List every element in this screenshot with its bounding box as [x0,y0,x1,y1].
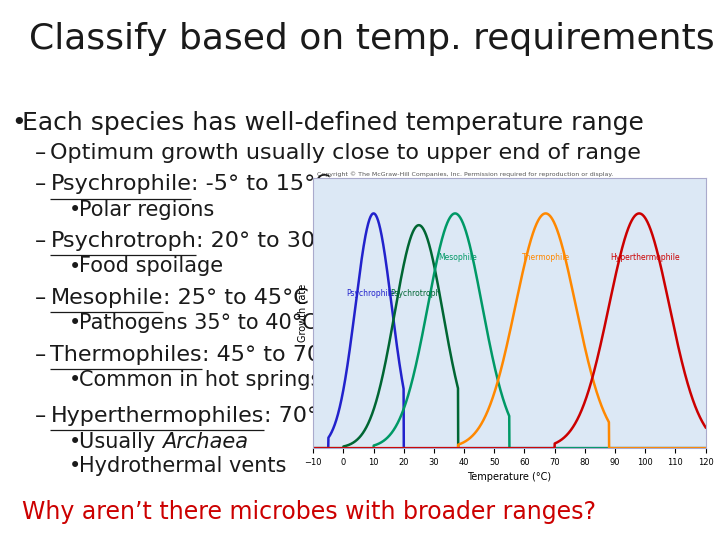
Text: –: – [35,231,46,251]
Text: Psychrophile: Psychrophile [50,174,192,194]
Text: Psychrophile: Psychrophile [346,288,395,298]
Text: : -5° to 15°C: : -5° to 15°C [192,174,331,194]
Text: –: – [35,406,46,426]
Text: –: – [35,143,46,163]
Text: Hyperthermophile: Hyperthermophile [611,253,680,262]
Text: –: – [35,174,46,194]
Text: : 20° to 30°C: : 20° to 30°C [197,231,342,251]
Text: •: • [11,111,25,134]
Text: Food spoilage: Food spoilage [79,256,223,276]
Text: : 45° to 70°C: : 45° to 70°C [202,345,348,364]
Text: Polar regions: Polar regions [79,200,215,220]
Text: Mesophile: Mesophile [438,253,477,262]
Text: •: • [68,200,81,220]
Text: Psychrotroph: Psychrotroph [391,288,441,298]
Text: Common in hot springs: Common in hot springs [79,370,322,390]
Text: Hyperthermophiles: Hyperthermophiles [50,406,264,426]
Text: Each species has well-defined temperature range: Each species has well-defined temperatur… [22,111,644,134]
X-axis label: Temperature (°C): Temperature (°C) [467,472,552,482]
Text: Archaea: Archaea [162,432,248,452]
Text: : 25° to 45°C: : 25° to 45°C [163,288,309,308]
Text: •: • [68,456,81,476]
Text: Pathogens 35° to 40°C: Pathogens 35° to 40°C [79,313,317,333]
Text: –: – [35,345,46,364]
Text: Optimum growth usually close to upper end of range: Optimum growth usually close to upper en… [50,143,642,163]
Text: Usually: Usually [79,432,162,452]
Text: Psychrotroph: Psychrotroph [50,231,197,251]
Text: Mesophile: Mesophile [50,288,163,308]
Text: Classify based on temp. requirements: Classify based on temp. requirements [29,22,714,56]
Text: Why aren’t there microbes with broader ranges?: Why aren’t there microbes with broader r… [22,500,595,523]
Text: Thermophiles: Thermophiles [50,345,202,364]
Text: •: • [68,313,81,333]
Text: Copyright © The McGraw-Hill Companies, Inc. Permission required for reproduction: Copyright © The McGraw-Hill Companies, I… [317,171,613,177]
Text: Hydrothermal vents: Hydrothermal vents [79,456,287,476]
Text: •: • [68,432,81,452]
Y-axis label: Growth rate: Growth rate [297,284,307,342]
Text: Thermophile: Thermophile [521,253,570,262]
Text: •: • [68,370,81,390]
Text: •: • [68,256,81,276]
Text: : 70° to 110°C: : 70° to 110°C [264,406,423,426]
Text: –: – [35,288,46,308]
